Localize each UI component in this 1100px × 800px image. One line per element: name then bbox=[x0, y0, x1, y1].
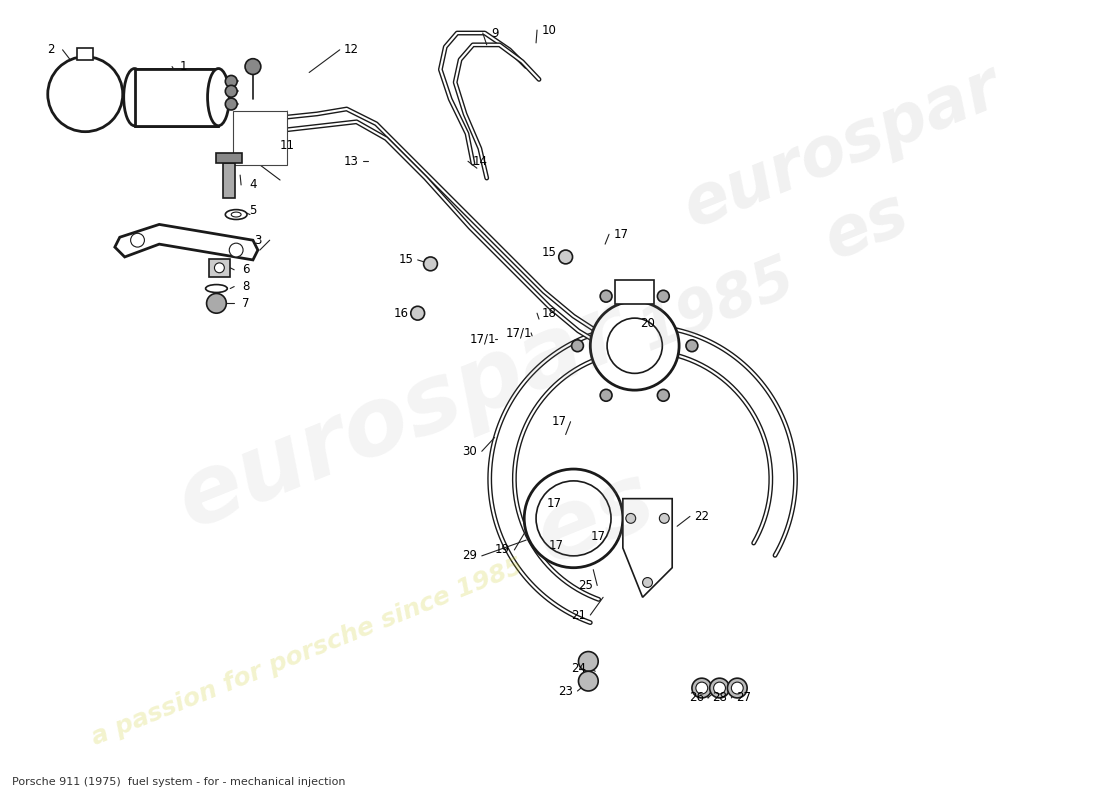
Circle shape bbox=[732, 682, 744, 694]
Text: 1: 1 bbox=[180, 60, 188, 73]
Circle shape bbox=[47, 57, 123, 132]
Text: 1985: 1985 bbox=[630, 249, 803, 362]
Circle shape bbox=[214, 263, 224, 273]
Circle shape bbox=[207, 294, 227, 313]
Ellipse shape bbox=[231, 212, 241, 217]
Circle shape bbox=[226, 98, 238, 110]
Circle shape bbox=[696, 682, 707, 694]
Text: eurospar: eurospar bbox=[164, 284, 641, 548]
Text: 14: 14 bbox=[472, 154, 487, 168]
Polygon shape bbox=[114, 225, 257, 260]
Text: eurospar: eurospar bbox=[674, 54, 1011, 241]
Bar bbox=[134, 69, 219, 126]
Ellipse shape bbox=[208, 69, 229, 126]
Text: 17/1: 17/1 bbox=[506, 326, 532, 339]
Text: 10: 10 bbox=[541, 23, 557, 37]
Text: 27: 27 bbox=[736, 691, 750, 705]
Text: es: es bbox=[815, 180, 918, 273]
Circle shape bbox=[245, 58, 261, 74]
Bar bbox=[233, 111, 287, 166]
Circle shape bbox=[579, 671, 598, 691]
Circle shape bbox=[131, 234, 144, 247]
Circle shape bbox=[410, 306, 425, 320]
Circle shape bbox=[591, 302, 679, 390]
Text: 17: 17 bbox=[548, 539, 563, 553]
Text: 12: 12 bbox=[344, 43, 359, 56]
Text: 6: 6 bbox=[242, 263, 250, 276]
Circle shape bbox=[579, 651, 598, 671]
Text: 5: 5 bbox=[250, 204, 256, 217]
Bar bbox=[217, 154, 242, 163]
Polygon shape bbox=[623, 498, 672, 598]
Bar bbox=[615, 280, 654, 304]
Bar bbox=[77, 48, 94, 60]
Circle shape bbox=[601, 290, 612, 302]
Text: 13: 13 bbox=[344, 154, 359, 168]
Bar bbox=[134, 69, 219, 126]
Text: 28: 28 bbox=[712, 691, 727, 705]
Circle shape bbox=[692, 678, 712, 698]
Text: 17/1: 17/1 bbox=[470, 332, 496, 346]
Circle shape bbox=[424, 257, 438, 270]
Circle shape bbox=[659, 514, 669, 523]
Ellipse shape bbox=[206, 285, 228, 293]
Circle shape bbox=[601, 390, 612, 402]
Ellipse shape bbox=[226, 210, 248, 219]
Circle shape bbox=[229, 243, 243, 257]
Text: 15: 15 bbox=[541, 246, 557, 258]
Ellipse shape bbox=[123, 69, 145, 126]
Text: 17: 17 bbox=[547, 497, 561, 510]
Text: a passion for porsche since 1985: a passion for porsche since 1985 bbox=[88, 554, 527, 750]
Text: 22: 22 bbox=[694, 510, 710, 523]
Text: Porsche 911 (1975)  fuel system - for - mechanical injection: Porsche 911 (1975) fuel system - for - m… bbox=[12, 777, 345, 786]
Text: 23: 23 bbox=[558, 685, 573, 698]
Circle shape bbox=[525, 469, 623, 568]
Text: 24: 24 bbox=[571, 662, 586, 675]
Text: 17: 17 bbox=[591, 530, 606, 542]
Bar bbox=[223, 163, 235, 198]
Circle shape bbox=[710, 678, 729, 698]
Text: 19: 19 bbox=[495, 543, 510, 557]
Text: 25: 25 bbox=[578, 579, 593, 592]
Circle shape bbox=[226, 75, 238, 87]
Circle shape bbox=[727, 678, 747, 698]
Text: 21: 21 bbox=[571, 609, 586, 622]
Text: 29: 29 bbox=[462, 550, 477, 562]
Circle shape bbox=[607, 318, 662, 374]
Text: 7: 7 bbox=[242, 297, 250, 310]
Text: 20: 20 bbox=[640, 317, 654, 330]
Text: 16: 16 bbox=[394, 306, 408, 320]
Text: 26: 26 bbox=[690, 691, 704, 705]
Text: 2: 2 bbox=[47, 43, 55, 56]
Circle shape bbox=[226, 86, 238, 97]
Text: 3: 3 bbox=[254, 234, 262, 246]
Text: 30: 30 bbox=[463, 445, 477, 458]
Circle shape bbox=[559, 250, 573, 264]
Bar bbox=[209, 259, 230, 277]
Text: 17: 17 bbox=[551, 415, 566, 428]
Circle shape bbox=[572, 340, 583, 352]
Circle shape bbox=[658, 290, 669, 302]
Text: es: es bbox=[522, 453, 669, 583]
Text: 17: 17 bbox=[614, 228, 628, 241]
Circle shape bbox=[642, 578, 652, 587]
Text: 8: 8 bbox=[242, 280, 250, 293]
Text: 18: 18 bbox=[541, 306, 557, 320]
Circle shape bbox=[714, 682, 726, 694]
Text: 4: 4 bbox=[250, 178, 256, 191]
Text: 15: 15 bbox=[398, 254, 414, 266]
Circle shape bbox=[686, 340, 697, 352]
Text: 11: 11 bbox=[280, 139, 295, 152]
Circle shape bbox=[536, 481, 610, 556]
Circle shape bbox=[658, 390, 669, 402]
Text: 9: 9 bbox=[491, 26, 498, 39]
Circle shape bbox=[626, 514, 636, 523]
